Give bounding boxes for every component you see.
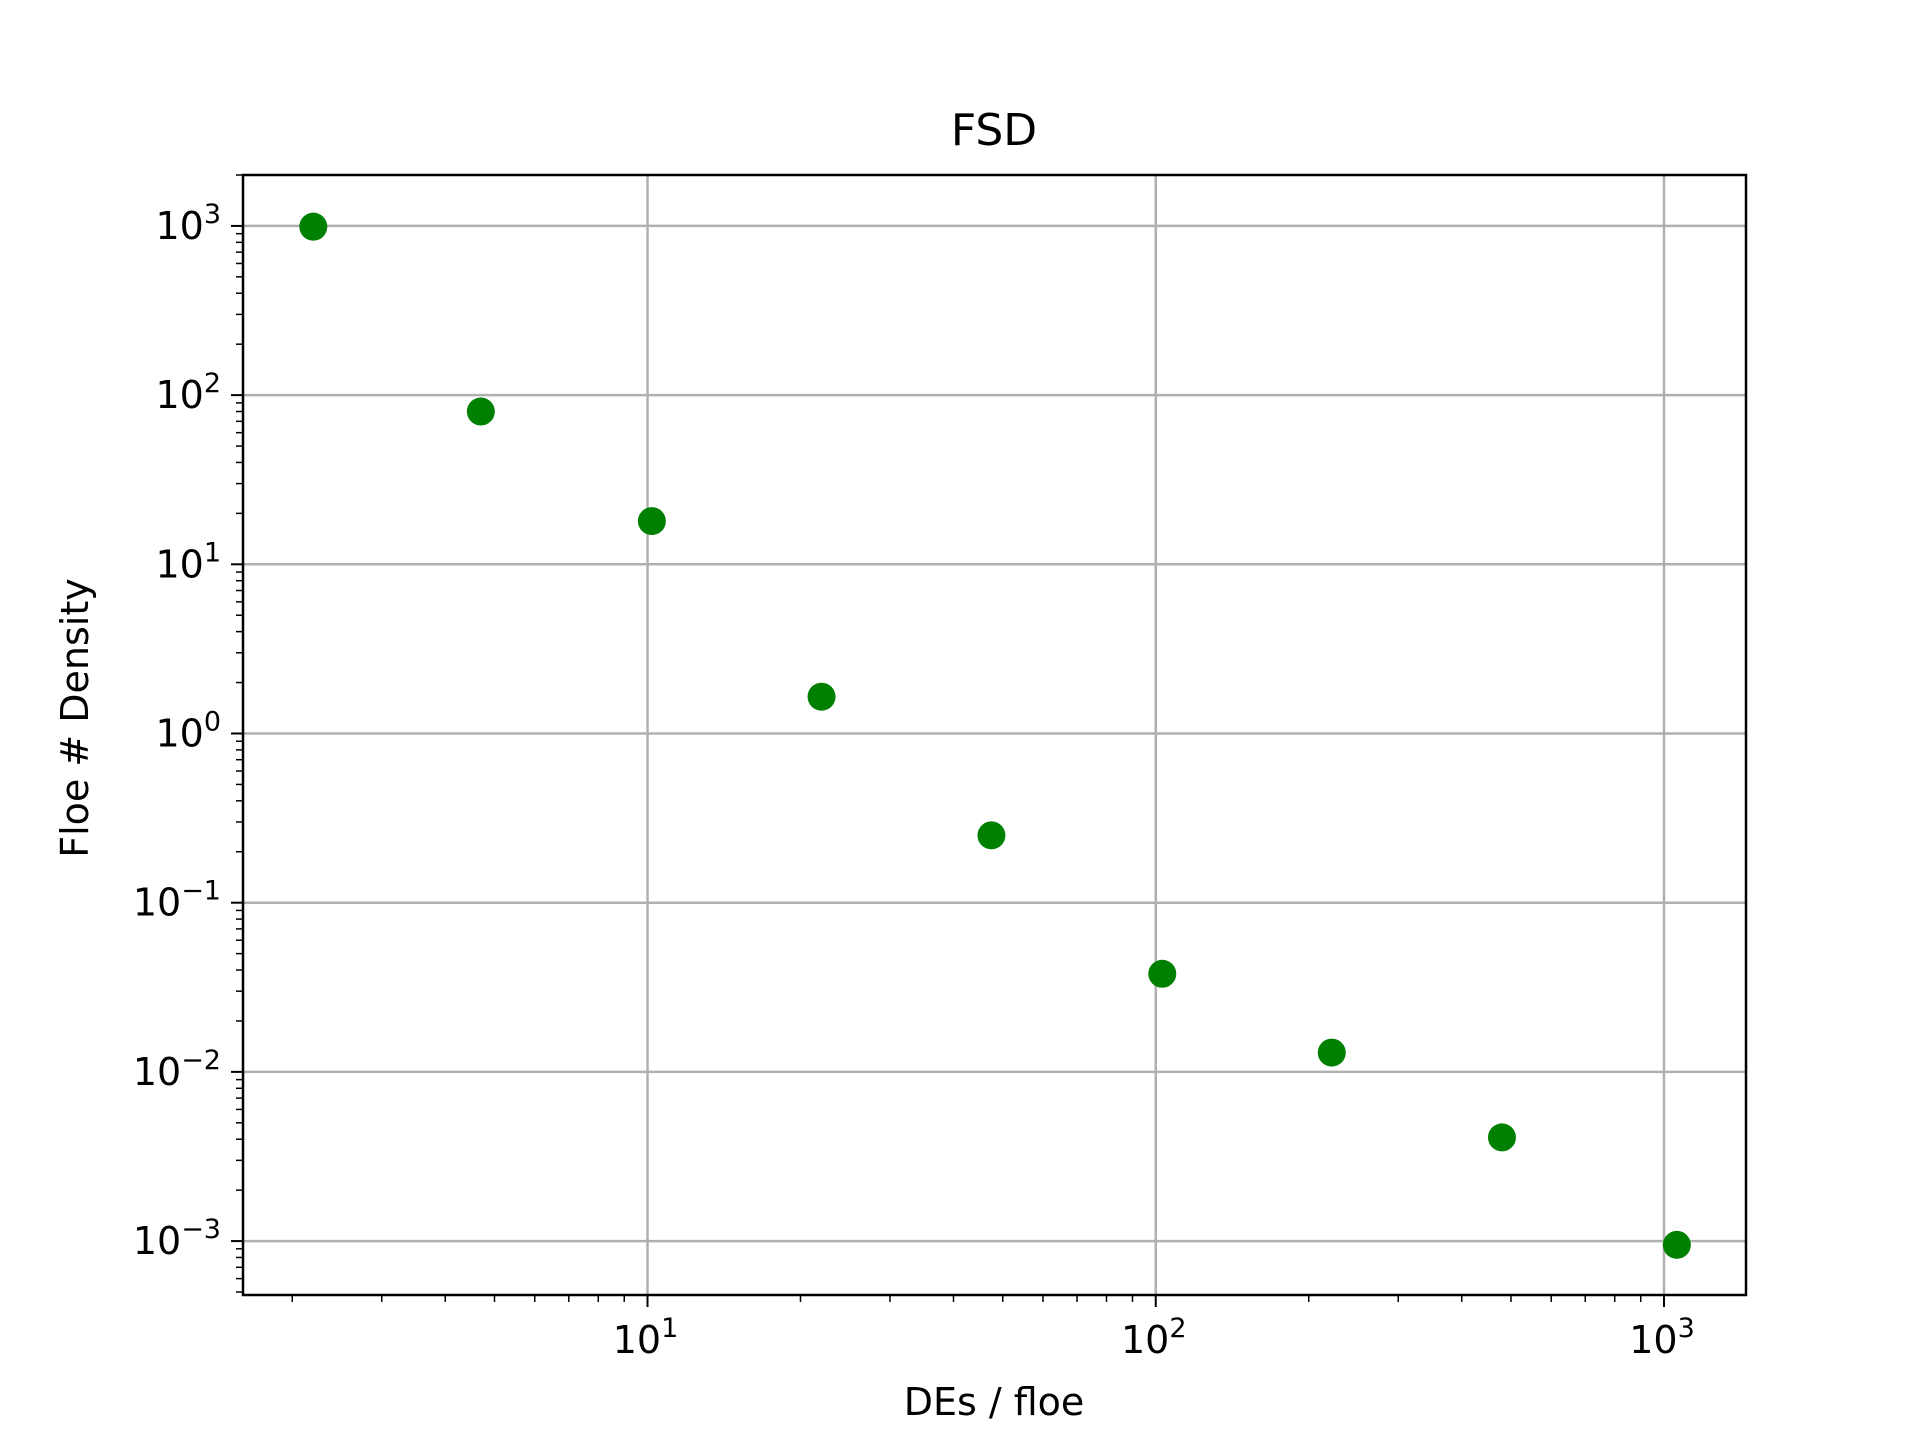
grid-lines: [243, 175, 1746, 1295]
x-axis-label: DEs / floe: [904, 1380, 1085, 1424]
data-point: [1662, 1230, 1691, 1259]
y-tick-label: 10−1: [133, 876, 221, 925]
y-tick-label-exponent: 1: [204, 537, 221, 568]
y-tick-label: 10−3: [133, 1214, 221, 1263]
y-tick-label: 10−2: [133, 1045, 221, 1094]
x-tick-label-exponent: 3: [1678, 1313, 1695, 1344]
data-point: [299, 212, 328, 241]
y-tick-label-exponent: −1: [181, 876, 221, 907]
y-tick-label-exponent: 2: [204, 368, 221, 399]
x-tick-label: 102: [1121, 1313, 1187, 1362]
y-axis-label: Floe # Density: [53, 578, 97, 858]
x-tick-label-exponent: 2: [1169, 1313, 1186, 1344]
plot-area-frame: [241, 173, 1748, 1297]
y-tick-label-exponent: −3: [181, 1214, 221, 1245]
major-ticks: [231, 224, 1665, 1307]
y-tick-label-exponent: 0: [204, 707, 221, 738]
chart-title: FSD: [951, 105, 1037, 156]
data-point: [1148, 959, 1177, 988]
y-tick-label: 103: [155, 199, 221, 248]
y-tick-label-exponent: −2: [181, 1045, 221, 1076]
data-point: [637, 507, 666, 536]
data-point: [1317, 1038, 1346, 1067]
data-point: [807, 682, 836, 711]
data-point: [1487, 1123, 1516, 1152]
x-tick-label-exponent: 1: [661, 1313, 678, 1344]
data-point: [466, 397, 495, 426]
data-point: [977, 821, 1006, 850]
data-points: [299, 212, 1691, 1259]
y-tick-label-exponent: 3: [204, 199, 221, 230]
